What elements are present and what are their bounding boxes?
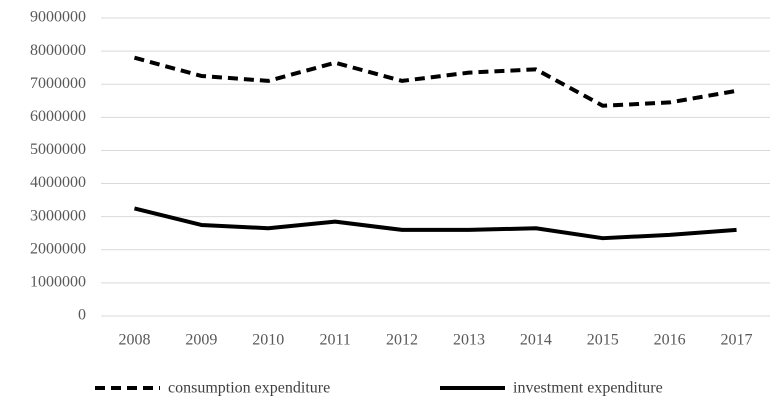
x-tick-label: 2014	[520, 332, 552, 349]
y-tick-label: 7000000	[30, 75, 86, 92]
y-tick-label: 5000000	[30, 141, 86, 158]
y-tick-label: 2000000	[30, 240, 86, 257]
y-tick-label: 9000000	[30, 9, 86, 26]
legend-label: consumption expenditure	[168, 380, 330, 397]
series-line	[133, 206, 737, 241]
x-tick-label: 2009	[185, 332, 217, 349]
x-tick-label: 2008	[118, 332, 150, 349]
series-line	[133, 55, 737, 108]
legend-label: investment expenditure	[513, 380, 663, 397]
x-tick-label: 2017	[721, 332, 753, 349]
y-tick-label: 0	[78, 307, 86, 324]
y-tick-label: 4000000	[30, 174, 86, 191]
y-tick-label: 1000000	[30, 274, 86, 291]
x-tick-label: 2016	[654, 332, 686, 349]
x-tick-label: 2011	[319, 332, 350, 349]
y-tick-label: 3000000	[30, 207, 86, 224]
y-tick-label: 6000000	[30, 108, 86, 125]
x-tick-label: 2015	[587, 332, 619, 349]
y-tick-label: 8000000	[30, 42, 86, 59]
x-tick-label: 2010	[252, 332, 284, 349]
x-tick-label: 2012	[386, 332, 418, 349]
x-tick-label: 2013	[453, 332, 485, 349]
legend: consumption expenditure investment expend…	[95, 380, 663, 397]
